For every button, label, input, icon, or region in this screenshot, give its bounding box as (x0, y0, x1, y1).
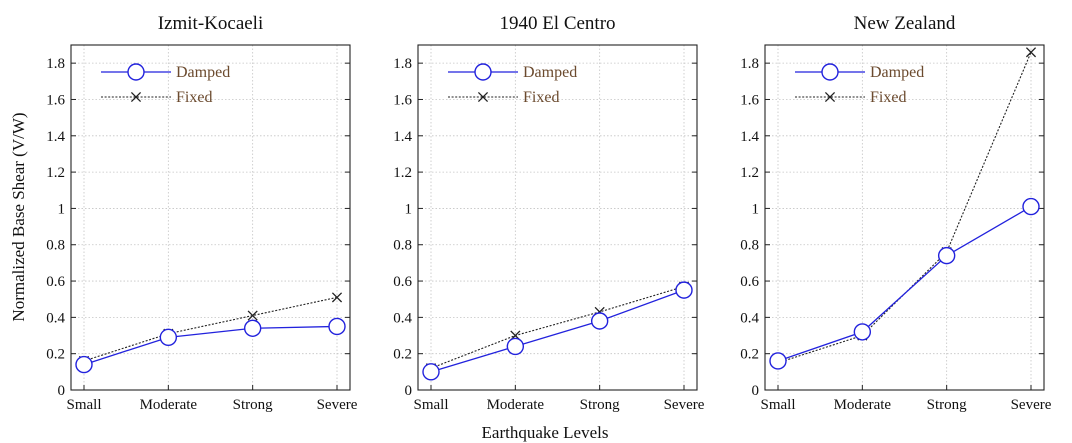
y-tick-label: 0.4 (46, 310, 65, 326)
x-tick-label-severe: Severe (317, 397, 358, 413)
legend-marker (821, 63, 839, 81)
data-point (1022, 197, 1040, 216)
legend-label: Damped (870, 64, 924, 81)
plot-area (765, 45, 1044, 390)
y-tick-label: 0.4 (393, 310, 412, 326)
data-point (769, 352, 787, 370)
x-tick-label-moderate: Moderate (834, 397, 892, 413)
y-tick-label: 1.6 (740, 92, 759, 108)
data-point (159, 328, 178, 347)
series-damped (422, 281, 693, 381)
panel-title: 1940 El Centro (499, 13, 615, 34)
data-point (590, 312, 609, 330)
y-tick-label: 0.6 (393, 274, 412, 290)
y-tick-label: 0.6 (740, 274, 759, 290)
y-tick-label: 0.8 (393, 238, 412, 254)
x-tick-label-severe: Severe (664, 397, 705, 413)
data-point (422, 363, 440, 381)
x-tick-label-strong: Strong (580, 397, 621, 413)
series-line (83, 296, 338, 362)
data-point (937, 246, 956, 265)
legend-label: Damped (523, 64, 577, 81)
plot-frame (70, 44, 351, 391)
x-tick-label-small: Small (413, 397, 448, 413)
series-damped (769, 197, 1040, 370)
y-tick-label: 1.4 (393, 129, 412, 145)
legend-marker (824, 91, 836, 103)
legend-label: Fixed (523, 89, 559, 106)
series-line (430, 285, 685, 369)
y-tick-label: 1.8 (393, 56, 412, 72)
legend-marker (130, 91, 142, 103)
y-tick-label: 1.2 (46, 165, 65, 181)
y-tick-label: 1.2 (740, 165, 759, 181)
y-tick-label: 1.4 (740, 129, 759, 145)
x-tick-label-moderate: Moderate (487, 397, 545, 413)
x-tick-label-strong: Strong (927, 397, 968, 413)
y-tick-label: 1 (752, 201, 760, 217)
y-tick-label: 1.2 (393, 165, 412, 181)
y-tick-label: 1.4 (46, 129, 65, 145)
x-tick-label-small: Small (760, 397, 795, 413)
panel-title: Izmit-Kocaeli (158, 13, 264, 34)
panel-new-zealand: 0 0.2 0.4 0.6 0.8 1 1.2 1.4 1.6 1.8 Small Moderate S… (740, 13, 1051, 413)
plot-frame (764, 44, 1045, 391)
chart-panels: 0 0.2 0.4 0.6 0.8 1 1.2 1.4 1.6 1.8 Small Moderate S… (46, 13, 1051, 413)
y-tick-label: 0 (58, 383, 66, 399)
legend-label: Damped (176, 64, 230, 81)
panel-title: New Zealand (854, 13, 956, 34)
data-point (506, 337, 525, 356)
plot-area (418, 45, 697, 390)
panel-1940-el-centro: 0 0.2 0.4 0.6 0.8 1 1.2 1.4 1.6 1.8 Small Moderate S… (393, 13, 704, 413)
y-tick-label: 1 (58, 201, 66, 217)
y-tick-label: 0.2 (740, 347, 759, 363)
y-tick-label: 0.2 (46, 347, 65, 363)
legend-marker (477, 91, 489, 103)
data-point (1025, 47, 1037, 58)
data-point (243, 319, 262, 337)
legend: Damped Fixed (795, 63, 924, 106)
series-line (777, 206, 1032, 362)
legend-label: Fixed (176, 89, 212, 106)
y-tick-label: 0 (752, 383, 760, 399)
series-damped (75, 317, 346, 374)
data-point (328, 317, 346, 336)
y-tick-label: 0.8 (46, 238, 65, 254)
x-tick-label-moderate: Moderate (140, 397, 198, 413)
x-tick-label-strong: Strong (233, 397, 274, 413)
y-tick-label: 0.6 (46, 274, 65, 290)
y-tick-label: 1.8 (740, 56, 759, 72)
plot-frame (417, 44, 698, 391)
data-point (247, 310, 258, 321)
series-line (83, 325, 338, 366)
x-tick-label-small: Small (66, 397, 101, 413)
y-tick-label: 1 (405, 201, 413, 217)
y-tick-label: 1.6 (46, 92, 65, 108)
y-tick-label: 1.6 (393, 92, 412, 108)
series-line (430, 289, 685, 373)
panel-izmit-kocaeli: 0 0.2 0.4 0.6 0.8 1 1.2 1.4 1.6 1.8 Small Moderate S… (46, 13, 357, 413)
legend: Damped Fixed (448, 63, 577, 106)
data-point (331, 292, 343, 303)
y-tick-label: 1.8 (46, 56, 65, 72)
data-point (75, 355, 93, 374)
x-axis-title: Earthquake Levels (482, 423, 609, 442)
y-tick-label: 0.4 (740, 310, 759, 326)
legend-label: Fixed (870, 89, 906, 106)
legend-marker (474, 63, 492, 81)
y-axis-title: Normalized Base Shear (V/W) (9, 112, 28, 321)
legend-marker (127, 63, 145, 81)
data-point (675, 281, 693, 299)
legend: Damped Fixed (101, 63, 230, 106)
y-tick-label: 0.8 (740, 238, 759, 254)
y-tick-label: 0.2 (393, 347, 412, 363)
x-tick-label-severe: Severe (1011, 397, 1052, 413)
y-tick-label: 0 (405, 383, 413, 399)
data-point (853, 323, 872, 341)
